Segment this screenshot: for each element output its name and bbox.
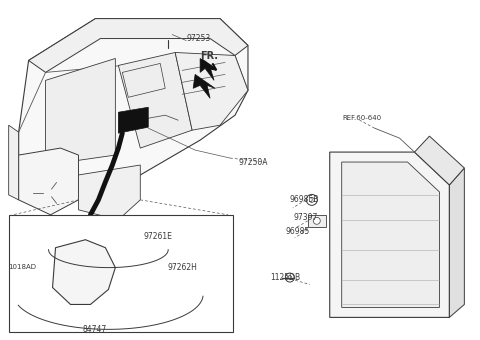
Circle shape [123,117,128,122]
Circle shape [313,217,320,224]
Polygon shape [46,58,115,165]
Text: 97261E: 97261E [144,232,172,241]
Text: 97253: 97253 [186,34,210,43]
Text: 96985B: 96985B [290,195,319,204]
Circle shape [335,165,341,171]
Polygon shape [415,136,464,185]
Circle shape [286,273,294,282]
Circle shape [81,298,88,305]
Circle shape [139,117,144,122]
Circle shape [106,291,111,298]
Circle shape [161,26,175,39]
Polygon shape [78,165,140,220]
Circle shape [70,269,82,280]
Text: 96985: 96985 [286,227,310,236]
Bar [138,102,148,109]
Polygon shape [52,240,115,304]
Text: 97262H: 97262H [167,263,197,272]
Polygon shape [330,152,449,318]
Circle shape [165,247,171,253]
Polygon shape [449,168,464,318]
Text: 97397: 97397 [294,213,318,222]
Bar [83,135,89,140]
Circle shape [306,194,317,205]
Polygon shape [119,52,192,148]
Bar [72,135,80,140]
Polygon shape [9,125,19,200]
Polygon shape [200,58,216,80]
Polygon shape [19,148,78,215]
Polygon shape [19,19,248,200]
Text: 97250A: 97250A [238,157,267,167]
Circle shape [106,247,111,253]
Circle shape [444,185,449,191]
Bar [52,135,60,140]
Circle shape [25,265,36,275]
Text: 1125DB: 1125DB [270,273,300,282]
Circle shape [131,117,136,122]
Circle shape [88,273,112,296]
Circle shape [56,255,96,294]
Polygon shape [29,19,248,72]
Bar [151,102,161,109]
Polygon shape [175,52,248,130]
Text: REF.60-640: REF.60-640 [343,115,382,121]
Polygon shape [193,74,215,98]
Circle shape [97,282,103,288]
Polygon shape [119,107,148,133]
Text: 84747: 84747 [83,325,107,334]
Bar [62,135,70,140]
Polygon shape [342,162,439,307]
Text: FR.: FR. [200,51,218,62]
Circle shape [335,304,341,310]
Text: 1018AD: 1018AD [9,264,36,270]
Bar [125,102,135,109]
Circle shape [444,304,449,310]
Bar [308,215,326,227]
Bar [9,215,233,332]
Circle shape [200,291,206,298]
